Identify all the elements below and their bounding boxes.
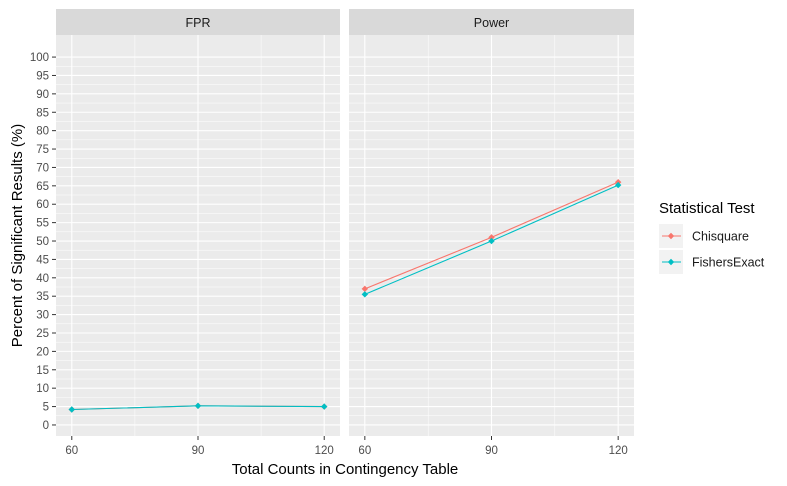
y-tick-label: 40 [36,273,49,285]
y-tick-label: 90 [36,89,49,101]
y-tick-label: 80 [36,126,49,138]
y-tick-label: 35 [36,291,49,303]
y-tick-label: 95 [36,70,49,82]
x-axis-title: Total Counts in Contingency Table [232,461,459,478]
y-tick-label: 45 [36,254,49,266]
y-tick-label: 25 [36,328,49,340]
legend-label-fishersexact: FishersExact [692,256,765,270]
data-point-chisquare [488,234,495,241]
y-tick-label: 30 [36,310,49,322]
y-tick-label: 15 [36,365,49,377]
data-point-fishersexact [361,291,369,298]
plot-panels: FPR Power [56,9,634,436]
legend-key-point [667,258,675,266]
panel-power: Power [349,9,634,436]
legend: Statistical Test Chisquare FishersExact [659,200,765,274]
x-tick-label: 90 [192,445,205,457]
y-tick-label: 100 [30,52,49,64]
y-axis-title: Percent of Significant Results (%) [9,124,26,347]
data-point-chisquare [361,285,369,293]
y-tick-label: 20 [36,346,49,358]
x-tick-label: 120 [609,445,628,457]
y-tick-label: 85 [36,107,49,119]
y-tick-label: 0 [43,420,49,432]
y-tick-label: 5 [43,402,49,414]
y-tick-label: 75 [36,144,49,156]
x-axes: 60 90 120 60 90 120 [65,436,628,457]
y-tick-label: 55 [36,218,49,230]
panel-fpr: FPR [56,9,340,436]
legend-title: Statistical Test [659,200,755,217]
y-tick-label: 60 [36,199,49,211]
x-tick-label: 60 [65,445,78,457]
facet-strip [349,9,634,35]
x-tick-label: 120 [315,445,334,457]
y-tick-label: 65 [36,181,49,193]
facet-strip-label: Power [474,16,509,30]
data-point-fishersexact [68,406,75,413]
y-tick-label: 50 [36,236,49,248]
legend-key-point [667,232,675,240]
data-point-fishersexact [194,402,202,410]
facet-strip [56,9,340,35]
data-point-fishersexact [321,403,328,410]
data-point-fishersexact [488,237,495,245]
y-axis: 0 5 10 15 20 25 30 35 40 45 50 55 60 65 70 75 80 85 90 95 10… [30,52,56,432]
x-tick-label: 60 [358,445,371,457]
facet-strip-label: FPR [186,16,211,30]
y-tick-label: 70 [36,162,49,174]
x-tick-label: 90 [485,445,498,457]
data-point-fishersexact [614,181,622,189]
y-tick-label: 10 [36,383,49,395]
legend-label-chisquare: Chisquare [692,230,749,244]
